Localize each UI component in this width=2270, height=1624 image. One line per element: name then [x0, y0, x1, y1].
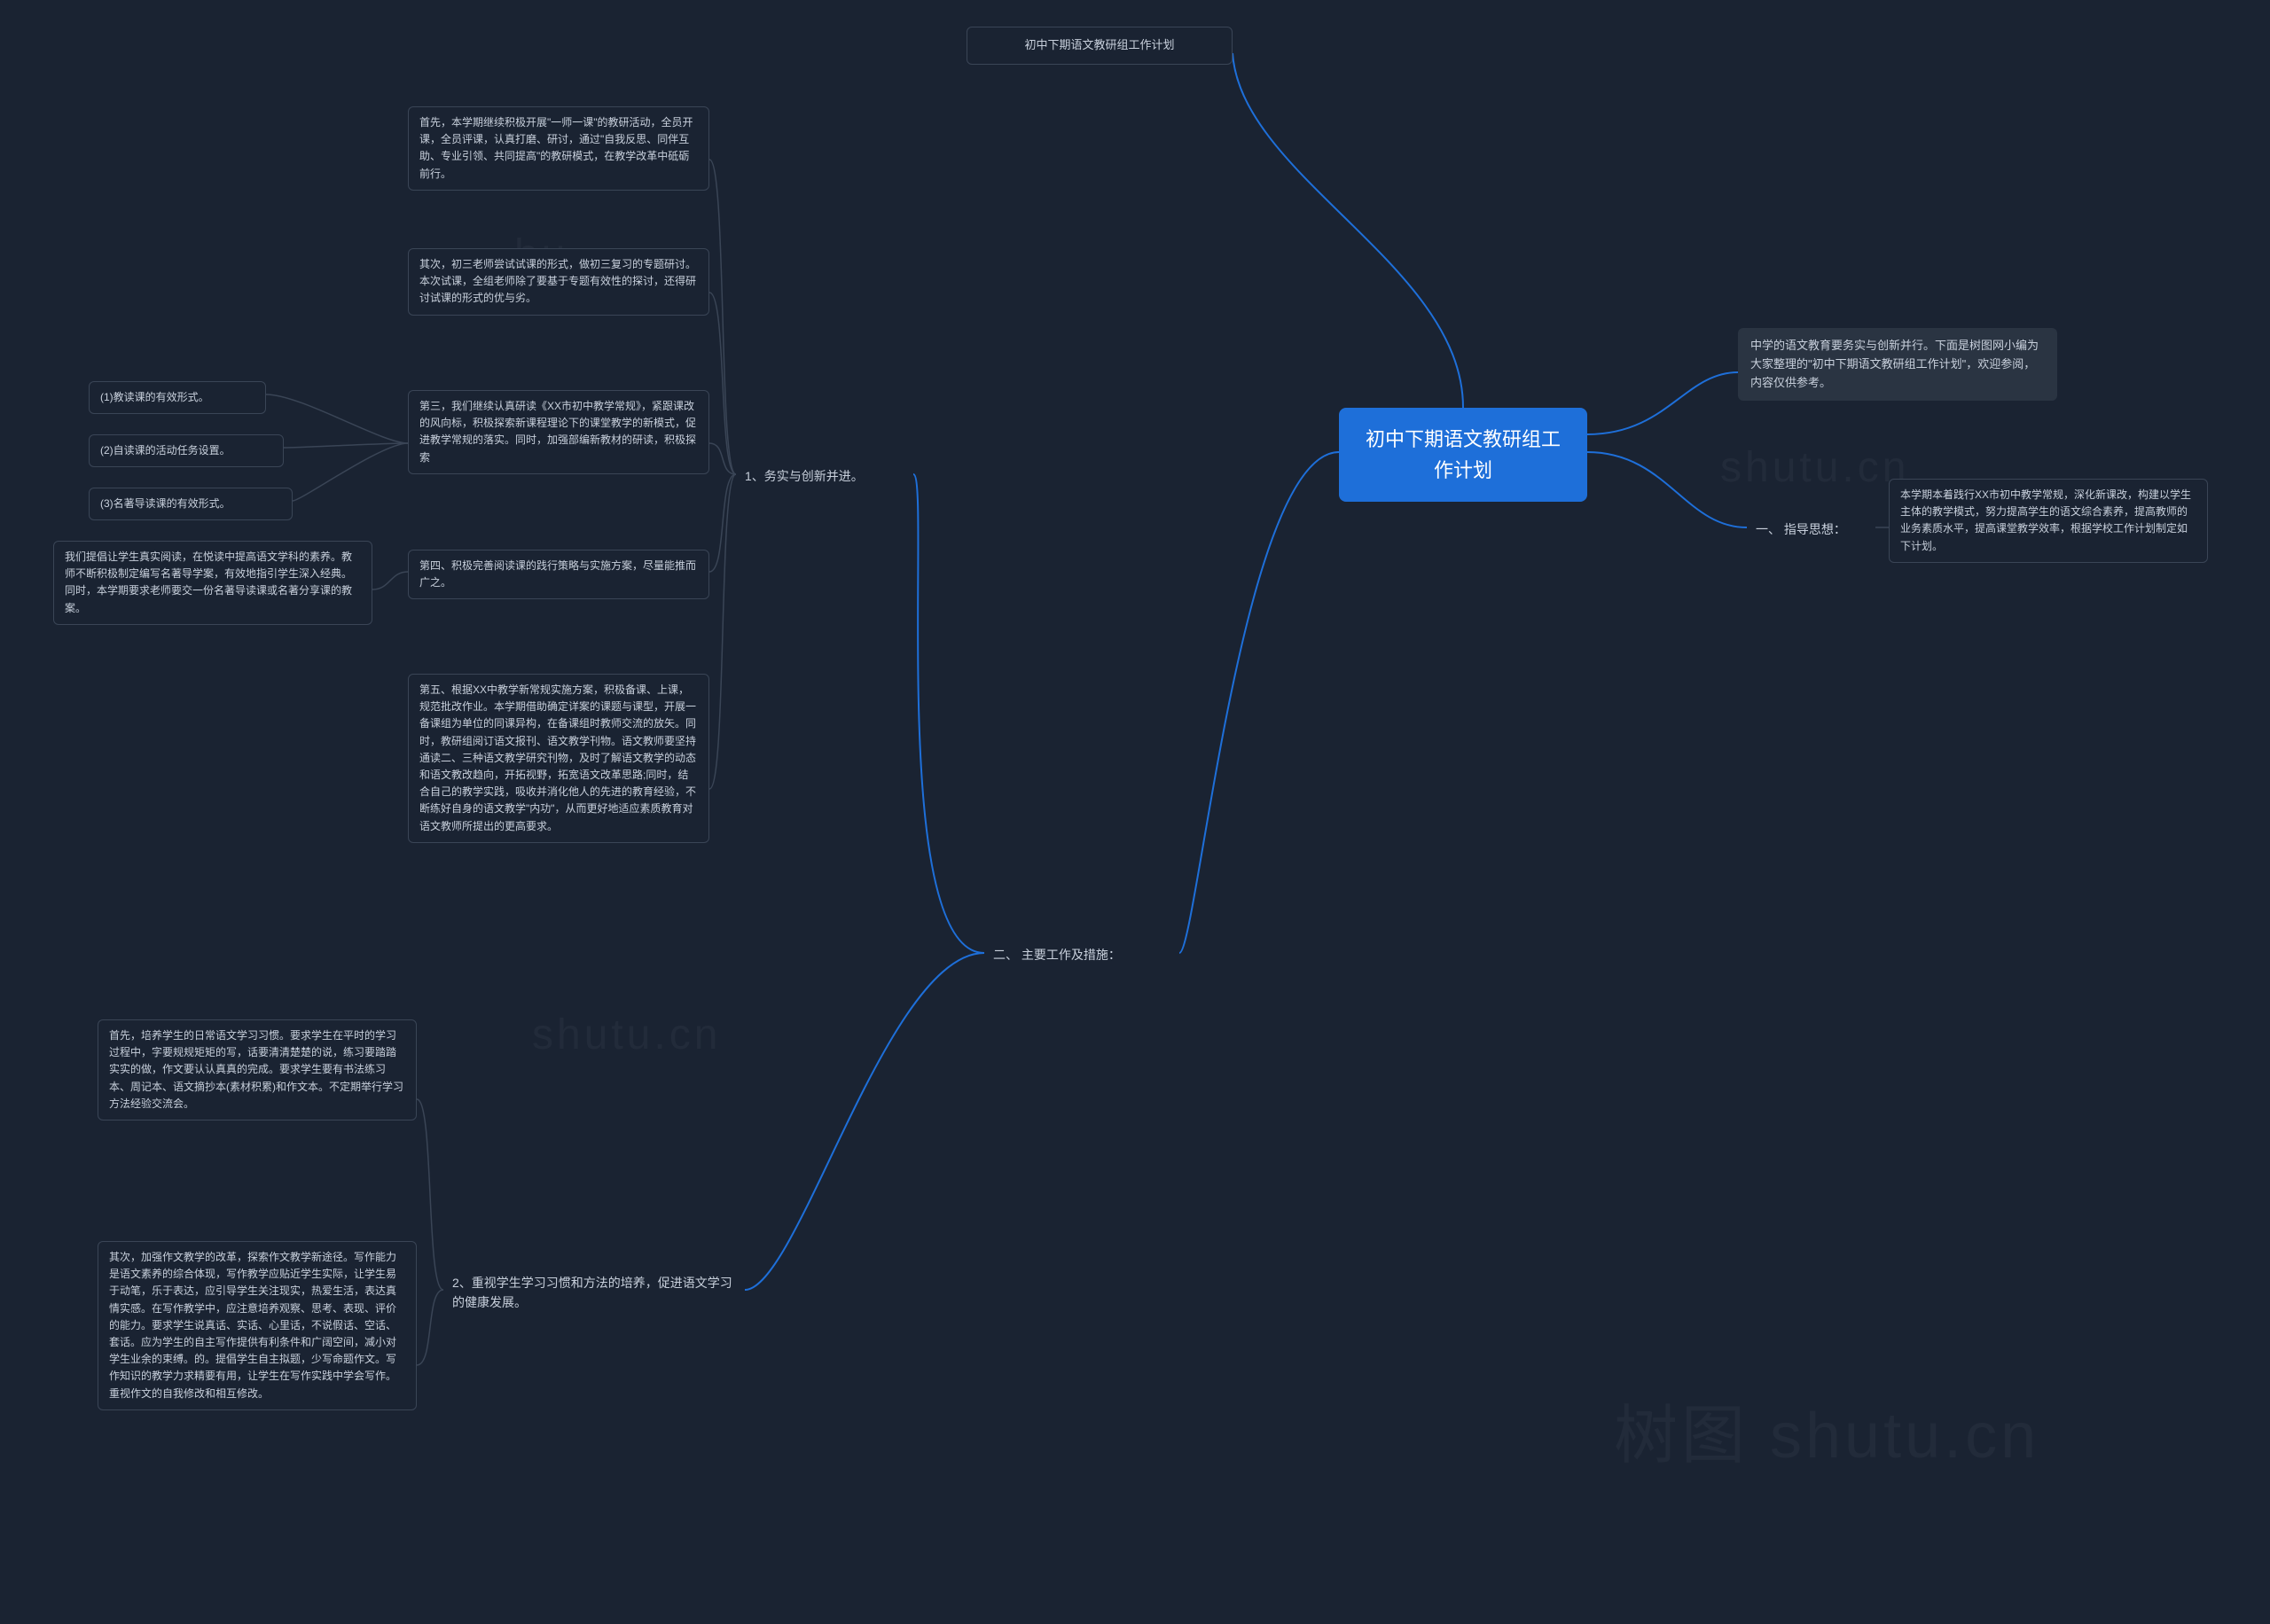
- intro-node[interactable]: 中学的语文教育要务实与创新并行。下面是树图网小编为大家整理的"初中下期语文教研组…: [1738, 328, 2057, 401]
- sub3-child2[interactable]: (2)自读课的活动任务设置。: [89, 434, 284, 467]
- section1-label[interactable]: 一、 指导思想：: [1747, 514, 1880, 544]
- watermark: shutu.cn: [532, 1011, 721, 1059]
- watermark: 树图 shutu.cn: [1614, 1383, 2039, 1476]
- section1-content[interactable]: 本学期本着践行XX市初中教学常规，深化新课改，构建以学生主体的教学模式，努力提高…: [1889, 479, 2208, 563]
- mindmap-center[interactable]: 初中下期语文教研组工作计划: [1339, 408, 1587, 502]
- sub2-item2[interactable]: 其次，加强作文教学的改革，探索作文教学新途径。写作能力是语文素养的综合体现，写作…: [98, 1241, 417, 1410]
- title-node[interactable]: 初中下期语文教研组工作计划: [967, 27, 1233, 65]
- watermark: shutu.cn: [1720, 443, 1909, 492]
- sub1-item5[interactable]: 第五、根据XX中教学新常规实施方案，积极备课、上课，规范批改作业。本学期借助确定…: [408, 674, 709, 843]
- sub2-label[interactable]: 2、重视学生学习习惯和方法的培养，促进语文学习的健康发展。: [443, 1268, 745, 1318]
- section2-label[interactable]: 二、 主要工作及措施：: [984, 940, 1179, 970]
- sub2-item1[interactable]: 首先，培养学生的日常语文学习习惯。要求学生在平时的学习过程中，字要规规矩矩的写，…: [98, 1019, 417, 1120]
- sub4-child[interactable]: 我们提倡让学生真实阅读，在悦读中提高语文学科的素养。教师不断积极制定编写名著导学…: [53, 541, 372, 625]
- sub1-item3[interactable]: 第三，我们继续认真研读《XX市初中教学常规》，紧跟课改的风向标，积极探索新课程理…: [408, 390, 709, 474]
- sub1-item2[interactable]: 其次，初三老师尝试试课的形式，做初三复习的专题研讨。本次试课，全组老师除了要基于…: [408, 248, 709, 316]
- sub1-item1[interactable]: 首先，本学期继续积极开展"一师一课"的教研活动，全员开课，全员评课，认真打磨、研…: [408, 106, 709, 191]
- sub3-child3[interactable]: (3)名著导读课的有效形式。: [89, 488, 293, 520]
- sub3-child1[interactable]: (1)教读课的有效形式。: [89, 381, 266, 414]
- sub1-item4[interactable]: 第四、积极完善阅读课的践行策略与实施方案，尽量能推而广之。: [408, 550, 709, 599]
- sub1-label[interactable]: 1、务实与创新并进。: [736, 461, 913, 491]
